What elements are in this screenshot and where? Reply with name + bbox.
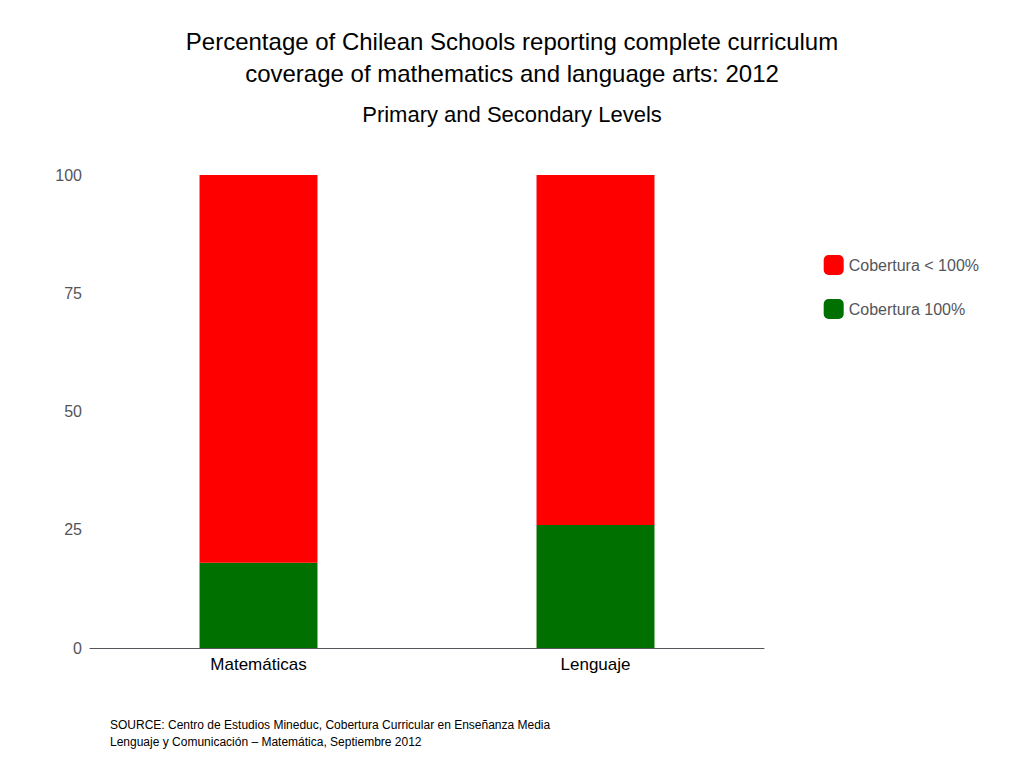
svg-text:Lenguaje: Lenguaje xyxy=(561,655,631,674)
svg-text:SOURCE: Centro de Estudios Min: SOURCE: Centro de Estudios Mineduc, Cobe… xyxy=(110,718,551,732)
svg-text:Cobertura 100%: Cobertura 100% xyxy=(849,301,966,318)
svg-text:Primary and Secondary Levels: Primary and Secondary Levels xyxy=(362,102,662,127)
svg-text:Matemáticas: Matemáticas xyxy=(210,655,306,674)
svg-text:Lenguaje y Comunicación – Mate: Lenguaje y Comunicación – Matemática, Se… xyxy=(110,735,422,749)
svg-text:50: 50 xyxy=(64,403,82,420)
svg-text:25: 25 xyxy=(64,521,82,538)
svg-text:0: 0 xyxy=(73,640,82,657)
svg-text:75: 75 xyxy=(64,285,82,302)
svg-text:Cobertura < 100%: Cobertura < 100% xyxy=(849,257,979,274)
svg-text:Percentage of Chilean Schools: Percentage of Chilean Schools reporting … xyxy=(186,28,838,55)
svg-text:100: 100 xyxy=(55,167,82,184)
svg-text:coverage of mathematics and la: coverage of mathematics and language art… xyxy=(245,60,779,87)
